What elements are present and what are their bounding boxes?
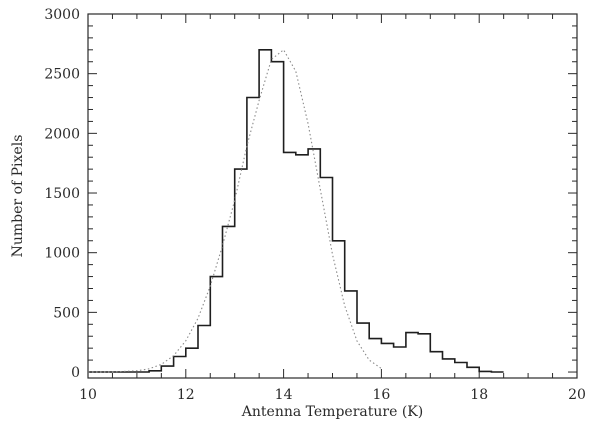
y-tick-label: 2500 — [44, 67, 80, 83]
y-axis-label: Number of Pixels — [10, 135, 26, 258]
x-tick-label: 18 — [470, 387, 488, 403]
histogram-series — [88, 49, 504, 373]
x-axis-label: Antenna Temperature (K) — [241, 404, 423, 420]
x-tick-label: 10 — [79, 387, 97, 403]
x-tick-label: 14 — [275, 387, 293, 403]
x-tick-label: 12 — [177, 387, 195, 403]
y-tick-label: 3000 — [44, 7, 80, 23]
y-tick-label: 2000 — [44, 126, 80, 142]
gaussian-fit-series — [87, 48, 382, 373]
y-tick-label: 500 — [53, 305, 80, 321]
x-tick-label: 16 — [372, 387, 390, 403]
y-tick-label: 1500 — [44, 186, 80, 202]
y-tick-label: 1000 — [44, 246, 80, 262]
y-tick-label: 0 — [71, 365, 80, 381]
x-tick-label: 20 — [568, 387, 586, 403]
